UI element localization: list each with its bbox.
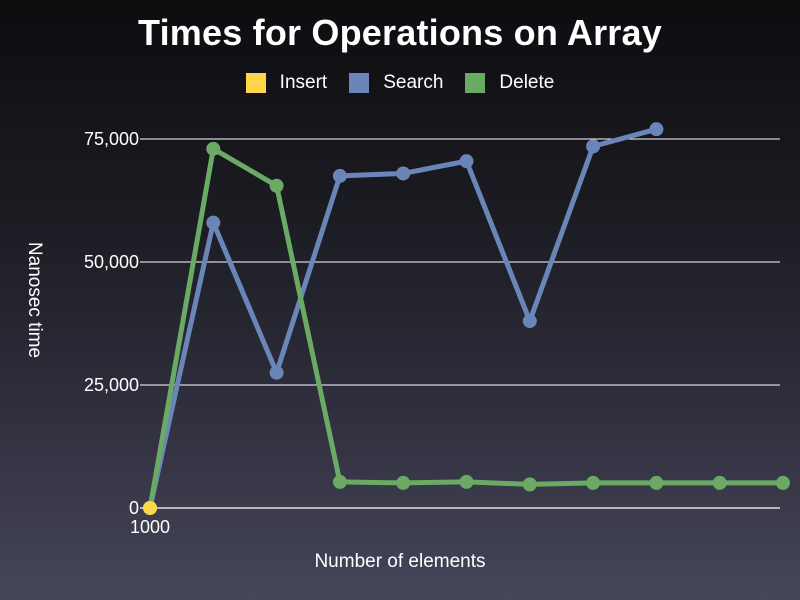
data-point-search: [269, 365, 284, 380]
data-point-search: [396, 166, 411, 181]
data-point-search: [332, 168, 347, 183]
data-point-delete: [712, 475, 727, 490]
data-point-delete: [396, 475, 411, 490]
data-point-delete: [649, 475, 664, 490]
legend-item-delete: Delete: [465, 72, 554, 94]
y-tick-label: 25,000: [84, 375, 139, 395]
data-point-delete: [332, 474, 347, 489]
legend-swatch-insert: [245, 73, 266, 93]
legend-swatch-search: [349, 73, 370, 93]
data-point-delete: [459, 474, 474, 489]
data-point-delete: [269, 178, 284, 193]
data-point-search: [649, 122, 664, 137]
y-tick-label: 75,000: [84, 129, 139, 149]
data-point-delete: [586, 475, 601, 490]
series-line-delete: [147, 146, 786, 511]
legend-item-search: Search: [349, 72, 443, 94]
data-point-delete: [776, 475, 790, 490]
legend-item-insert: Insert: [245, 72, 328, 94]
legend-swatch-delete: [465, 73, 486, 93]
legend-label-search: Search: [383, 72, 444, 93]
legend: Insert Search Delete: [0, 72, 800, 94]
y-tick-label: 50,000: [84, 252, 139, 272]
x-tick-label: 1000: [130, 517, 170, 537]
data-point-delete: [206, 141, 221, 156]
x-axis-title: Number of elements: [314, 551, 486, 572]
data-point-search: [586, 139, 601, 154]
y-tick-label: 0: [129, 498, 139, 518]
legend-label-delete: Delete: [499, 72, 555, 93]
data-point-search: [459, 154, 474, 169]
data-point-delete: [522, 477, 537, 492]
chart-title: Times for Operations on Array: [138, 12, 662, 53]
series-line-search: [147, 126, 659, 511]
data-point-search: [206, 215, 221, 230]
legend-label-insert: Insert: [279, 72, 328, 93]
data-point-search: [522, 314, 537, 329]
data-point-insert: [143, 501, 157, 515]
